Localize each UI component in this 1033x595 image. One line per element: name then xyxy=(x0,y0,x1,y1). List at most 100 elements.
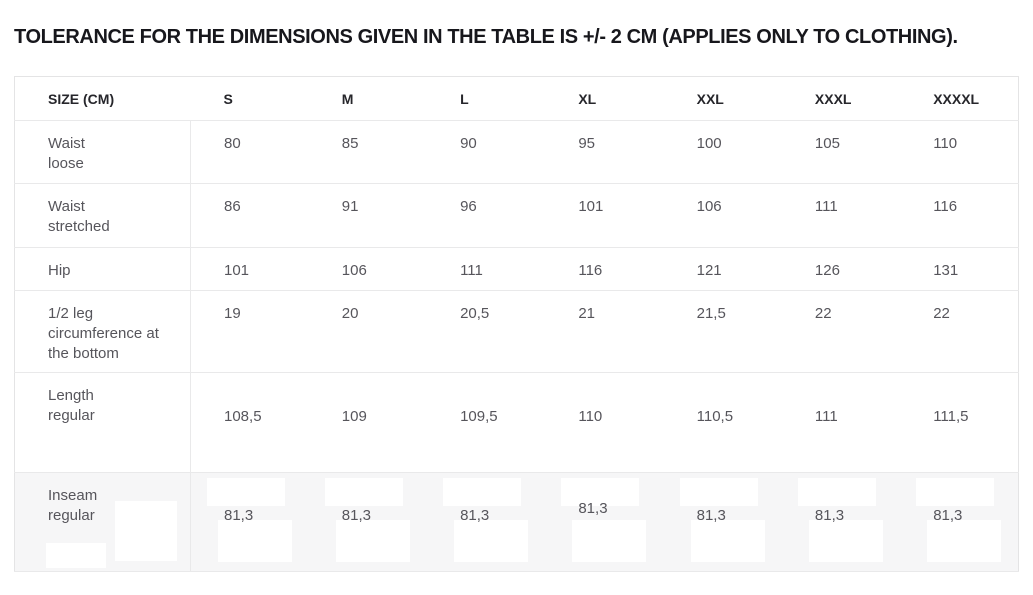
table-row-waist-stretched: Waist stretched 86 91 96 101 106 111 116 xyxy=(14,183,1019,248)
column-header-m: M xyxy=(341,90,354,107)
cell-value: 121 xyxy=(696,262,722,279)
column-header-xxxl: XXXL xyxy=(814,90,852,107)
table-cell: 131 xyxy=(900,248,1018,291)
table-cell: 81,3 xyxy=(900,473,1018,572)
table-row-hip: Hip 101 106 111 116 121 126 131 xyxy=(14,247,1019,291)
cell-value: 21 xyxy=(578,305,596,322)
table-cell: 101 xyxy=(545,184,663,248)
table-cell: 126 xyxy=(782,248,900,291)
cell-value: 111,5 xyxy=(933,408,969,425)
row-label: Inseam regular xyxy=(14,472,191,572)
cell-value: 21,5 xyxy=(696,305,726,322)
column-header-l: L xyxy=(460,90,469,107)
cell-value: 81,3 xyxy=(224,507,254,524)
table-cell: 111,5 xyxy=(900,373,1018,473)
header-row: SIZE (CM) S M L XL XXL XXXL XXXXL xyxy=(14,77,1019,121)
table-cell: 110,5 xyxy=(664,373,782,473)
table-cell: 91 xyxy=(309,184,427,248)
table-row-waist-loose: Waist loose 80 85 90 95 100 105 110 xyxy=(14,120,1019,184)
cell-value: 81,3 xyxy=(460,507,490,524)
table-cell: 108,5 xyxy=(191,373,309,473)
cell-value: 109 xyxy=(341,408,367,425)
cell-value: 101 xyxy=(224,262,250,279)
table-cell: 22 xyxy=(782,291,900,373)
column-header-xxl: XXL xyxy=(696,90,724,107)
cell-value: 111 xyxy=(814,198,838,215)
table-cell: 116 xyxy=(900,184,1018,248)
cell-value: 81,3 xyxy=(341,507,371,524)
row-label: 1/2 leg circumference at the bottom xyxy=(14,290,191,373)
row-label: Waist stretched xyxy=(14,183,191,248)
cell-value: 80 xyxy=(224,135,241,152)
table-cell: 121 xyxy=(664,248,782,291)
table-cell: 111 xyxy=(782,184,900,248)
cell-value: 20 xyxy=(341,305,359,322)
table-cell: 106 xyxy=(309,248,427,291)
table-row-length-regular: Length regular 108,5 109 109,5 110 110,5… xyxy=(14,372,1019,473)
column-header-xl: XL xyxy=(578,90,597,107)
table-cell: 111 xyxy=(782,373,900,473)
table-cell: 21 xyxy=(545,291,663,373)
table-cell: 81,3 xyxy=(664,473,782,572)
cell-value: 81,3 xyxy=(814,507,845,524)
table-cell: 110 xyxy=(545,373,663,473)
cell-value: 95 xyxy=(578,135,596,152)
cell-value: 96 xyxy=(460,198,477,215)
table-row-leg-circumference: 1/2 leg circumference at the bottom 19 2… xyxy=(14,290,1019,373)
column-header-s: S xyxy=(223,90,233,107)
cell-value: 105 xyxy=(814,135,840,152)
table-cell: 81,3 xyxy=(427,473,545,572)
table-cell: 21,5 xyxy=(664,291,782,373)
table-row-inseam-regular: Inseam regular 81,3 81,3 81,3 81,3 81,3 … xyxy=(14,472,1019,572)
size-table: SIZE (CM) S M L XL XXL XXXL XXXXL Waist … xyxy=(14,76,1019,572)
table-cell: 19 xyxy=(191,291,309,373)
cell-value: 111 xyxy=(814,408,838,425)
cell-value: 106 xyxy=(341,262,367,279)
cell-value: 108,5 xyxy=(224,408,262,425)
table-cell: 20 xyxy=(309,291,427,373)
table-cell: 110 xyxy=(900,121,1018,184)
row-label: Hip xyxy=(14,247,191,291)
cell-value: 85 xyxy=(341,135,359,152)
table-cell: 105 xyxy=(782,121,900,184)
column-header-size: SIZE (CM) xyxy=(48,90,115,107)
cell-value: 20,5 xyxy=(460,305,490,322)
cell-value: 100 xyxy=(696,135,722,152)
cell-value: 131 xyxy=(933,262,959,279)
table-cell: 116 xyxy=(545,248,663,291)
table-cell: 22 xyxy=(900,291,1018,373)
cell-value: 22 xyxy=(814,305,832,322)
cell-value: 22 xyxy=(933,305,950,322)
column-header-xxxxl: XXXXL xyxy=(933,90,980,107)
cell-value: 110 xyxy=(933,135,958,152)
cell-value: 91 xyxy=(341,198,359,215)
table-cell: 101 xyxy=(191,248,309,291)
cell-value: 81,3 xyxy=(696,507,726,524)
table-cell: 109,5 xyxy=(427,373,545,473)
table-cell: 86 xyxy=(191,184,309,248)
cell-value: 90 xyxy=(460,135,477,152)
cell-value: 126 xyxy=(814,262,840,279)
cell-value: 116 xyxy=(933,198,958,215)
cell-value: 81,3 xyxy=(578,500,608,517)
cell-value: 101 xyxy=(578,198,604,215)
cell-value: 86 xyxy=(224,198,241,215)
table-cell: 90 xyxy=(427,121,545,184)
cell-value: 19 xyxy=(224,305,241,322)
row-label: Length regular xyxy=(14,372,191,473)
cell-value: 110 xyxy=(578,408,603,425)
cell-value: 116 xyxy=(578,262,603,279)
table-cell: 106 xyxy=(664,184,782,248)
page-title: TOLERANCE FOR THE DIMENSIONS GIVEN IN TH… xyxy=(14,26,958,49)
table-cell: 81,3 xyxy=(309,473,427,572)
table-cell: 81,3 xyxy=(782,473,900,572)
cell-value: 81,3 xyxy=(933,507,963,524)
row-label: Waist loose xyxy=(14,120,191,184)
table-cell: 81,3 xyxy=(191,473,309,572)
cell-value: 111 xyxy=(460,262,483,279)
table-cell: 81,3 xyxy=(545,473,663,572)
table-cell: 100 xyxy=(664,121,782,184)
table-cell: 96 xyxy=(427,184,545,248)
cell-value: 110,5 xyxy=(696,408,734,425)
